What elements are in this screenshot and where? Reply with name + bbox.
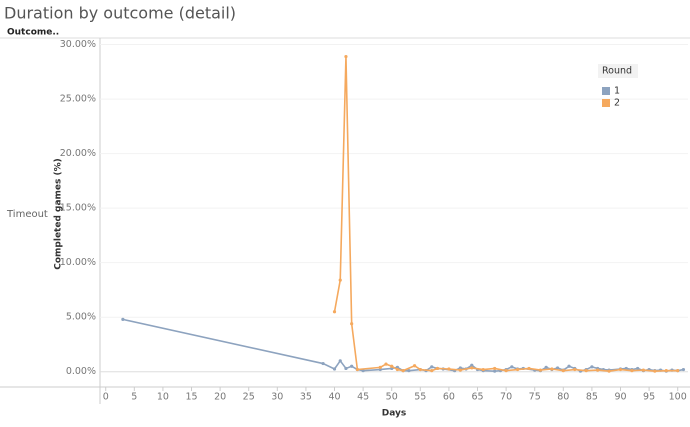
legend-swatch (602, 99, 610, 107)
chart-title: Duration by outcome (detail) (4, 4, 236, 23)
data-point (641, 368, 645, 372)
data-point (681, 367, 686, 372)
x-tick-label: 0 (103, 392, 109, 403)
data-point (344, 54, 348, 59)
x-tick-label: 65 (471, 392, 483, 403)
data-point (435, 366, 440, 371)
y-tick-label: 5.00% (66, 312, 96, 323)
x-tick-label: 30 (271, 392, 283, 403)
y-tick-label: 0.00% (66, 366, 96, 377)
x-tick-label: 80 (557, 392, 569, 403)
data-point (412, 364, 417, 368)
y-tick-label: 15.00% (60, 203, 96, 214)
data-point (332, 310, 337, 314)
data-point (636, 366, 640, 371)
data-point (321, 361, 325, 366)
series-line (333, 56, 678, 372)
legend-label: 2 (614, 98, 620, 109)
y-tick-label: 25.00% (60, 94, 96, 105)
series-line (122, 318, 684, 373)
data-point (510, 365, 514, 369)
data-point (630, 369, 634, 373)
x-tick-label: 60 (443, 392, 455, 403)
x-axis-title: Days (382, 409, 407, 419)
data-point (390, 364, 394, 368)
x-tick-label: 50 (386, 392, 398, 403)
data-point (596, 368, 600, 372)
data-point (590, 365, 594, 369)
data-point (430, 365, 434, 369)
data-point (584, 369, 588, 373)
x-tick-label: 40 (328, 392, 340, 403)
data-point (653, 369, 657, 373)
x-tick-label: 20 (214, 392, 226, 403)
data-point (338, 278, 342, 282)
data-point (470, 363, 474, 367)
data-point (407, 369, 411, 373)
data-point (121, 317, 125, 321)
x-tick-label: 95 (643, 392, 655, 403)
data-point (493, 366, 497, 371)
x-tick-label: 75 (529, 392, 541, 403)
data-point (561, 369, 565, 373)
data-point (481, 367, 485, 372)
data-point (618, 367, 623, 372)
data-point (607, 369, 611, 373)
legend-label: 1 (614, 86, 620, 97)
x-tick-label: 100 (669, 392, 687, 403)
data-point (515, 367, 520, 372)
x-tick-label: 70 (500, 392, 512, 403)
data-point (573, 367, 577, 372)
legend-swatch (602, 87, 610, 95)
data-point (493, 369, 497, 373)
data-point (458, 368, 462, 372)
data-point (395, 367, 400, 372)
x-tick-label: 35 (300, 392, 312, 403)
x-tick-label: 10 (157, 392, 169, 403)
data-point (350, 322, 354, 326)
data-point (504, 369, 508, 373)
row-header: Outcome.. (7, 28, 59, 38)
data-point (447, 367, 451, 371)
data-point (550, 367, 554, 371)
x-tick-label: 5 (131, 392, 137, 403)
row-label: Timeout (6, 209, 48, 220)
x-tick-label: 25 (243, 392, 255, 403)
data-point (378, 365, 382, 369)
data-point (344, 366, 348, 371)
y-tick-label: 20.00% (60, 148, 96, 159)
data-point (418, 367, 422, 372)
data-point (470, 366, 474, 370)
legend-box (598, 64, 638, 78)
data-point (384, 362, 388, 366)
y-axis-title: Completed games (%) (54, 158, 64, 270)
x-tick-label: 45 (357, 392, 369, 403)
data-point (664, 369, 668, 373)
data-point (332, 367, 337, 371)
data-point (555, 366, 560, 370)
data-point (401, 369, 405, 373)
data-point (676, 369, 680, 373)
data-point (544, 365, 548, 369)
data-point (350, 364, 354, 368)
y-tick-label: 10.00% (60, 257, 96, 268)
x-tick-label: 55 (414, 392, 426, 403)
data-point (430, 369, 434, 373)
x-tick-label: 90 (614, 392, 626, 403)
y-tick-label: 30.00% (60, 39, 96, 50)
data-point (567, 364, 571, 368)
data-point (538, 368, 543, 372)
data-point (338, 359, 342, 363)
x-tick-label: 85 (586, 392, 598, 403)
legend-title: Round (602, 66, 632, 77)
data-point (355, 367, 359, 372)
data-point (527, 366, 531, 371)
x-tick-label: 15 (185, 392, 197, 403)
